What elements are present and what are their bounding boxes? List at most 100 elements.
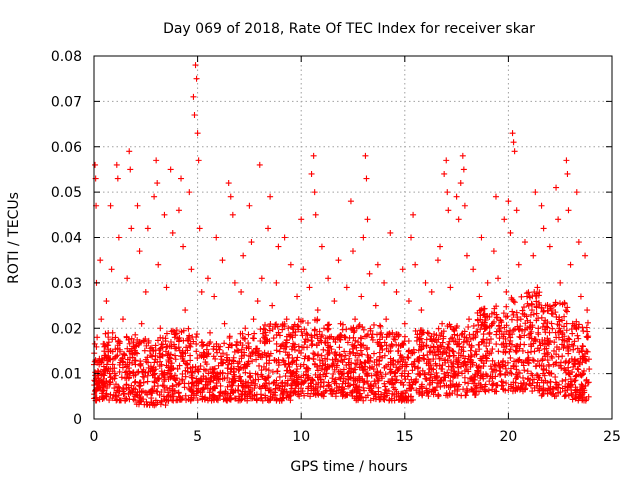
data-point bbox=[297, 363, 304, 370]
data-point bbox=[105, 366, 112, 373]
data-point bbox=[529, 356, 536, 363]
data-point bbox=[448, 367, 455, 374]
data-point bbox=[266, 387, 273, 394]
data-point bbox=[113, 161, 120, 168]
data-point bbox=[169, 327, 176, 334]
data-point bbox=[125, 365, 132, 372]
y-tick-label: 0.02 bbox=[51, 321, 82, 337]
data-point bbox=[360, 342, 367, 349]
data-point bbox=[408, 234, 415, 241]
data-point bbox=[336, 336, 343, 343]
data-point bbox=[352, 360, 359, 367]
data-point bbox=[155, 261, 162, 268]
data-point bbox=[562, 392, 569, 399]
data-point bbox=[495, 348, 502, 355]
data-point bbox=[135, 401, 142, 408]
data-point bbox=[515, 369, 522, 376]
data-point bbox=[261, 339, 268, 346]
data-point bbox=[112, 334, 119, 341]
data-point bbox=[144, 378, 151, 385]
data-point bbox=[111, 355, 118, 362]
data-point bbox=[229, 211, 236, 218]
data-point bbox=[275, 329, 282, 336]
data-point bbox=[578, 386, 585, 393]
data-point bbox=[360, 397, 367, 404]
data-point bbox=[454, 341, 461, 348]
data-point bbox=[548, 307, 555, 314]
data-point bbox=[503, 322, 510, 329]
data-point bbox=[200, 341, 207, 348]
data-point bbox=[244, 397, 251, 404]
data-point bbox=[437, 348, 444, 355]
data-point bbox=[466, 331, 473, 338]
data-point bbox=[374, 261, 381, 268]
data-point bbox=[502, 349, 509, 356]
data-point bbox=[301, 378, 308, 385]
data-point bbox=[542, 317, 549, 324]
data-point bbox=[481, 387, 488, 394]
data-point bbox=[480, 311, 487, 318]
data-point bbox=[109, 329, 116, 336]
data-point bbox=[565, 335, 572, 342]
data-point bbox=[503, 380, 510, 387]
data-point bbox=[159, 370, 166, 377]
data-point bbox=[569, 381, 576, 388]
data-point bbox=[552, 360, 559, 367]
data-point bbox=[142, 369, 149, 376]
data-point bbox=[352, 316, 359, 323]
data-point bbox=[528, 343, 535, 350]
data-point bbox=[164, 370, 171, 377]
data-point bbox=[445, 372, 452, 379]
data-point bbox=[362, 359, 369, 366]
data-point bbox=[563, 327, 570, 334]
data-point bbox=[521, 332, 528, 339]
data-point bbox=[399, 390, 406, 397]
data-point bbox=[273, 321, 280, 328]
data-point bbox=[134, 202, 141, 209]
data-point bbox=[569, 341, 576, 348]
data-point bbox=[350, 248, 356, 255]
data-point bbox=[534, 345, 541, 352]
data-point bbox=[294, 365, 301, 372]
data-point bbox=[572, 373, 579, 380]
data-point bbox=[199, 386, 206, 393]
data-point bbox=[197, 376, 204, 383]
axis-tick-labels: 0 5 10 15 20 25 0 0.01 0.02 0.03 0.04 0.05 0.06 0.07 0… bbox=[51, 49, 621, 445]
data-point bbox=[360, 379, 367, 386]
data-point bbox=[557, 389, 564, 396]
data-point bbox=[122, 397, 129, 404]
data-point bbox=[476, 293, 483, 300]
data-point bbox=[438, 365, 445, 372]
data-point bbox=[505, 198, 512, 205]
y-tick-label: 0.04 bbox=[51, 231, 82, 247]
data-point bbox=[314, 335, 321, 342]
data-point bbox=[529, 380, 536, 387]
data-point bbox=[350, 369, 357, 376]
data-point bbox=[435, 325, 442, 332]
data-point bbox=[367, 381, 374, 388]
data-point bbox=[381, 339, 388, 346]
data-point bbox=[99, 388, 106, 395]
data-point bbox=[163, 284, 170, 291]
data-point bbox=[262, 321, 269, 328]
data-point bbox=[476, 341, 483, 348]
data-point bbox=[325, 350, 332, 357]
data-point bbox=[497, 371, 504, 378]
data-point bbox=[300, 380, 307, 387]
data-point bbox=[432, 375, 439, 382]
data-point bbox=[257, 353, 264, 360]
x-tick-label: 25 bbox=[603, 429, 621, 445]
data-point bbox=[561, 366, 568, 373]
data-point bbox=[460, 352, 467, 359]
data-point bbox=[260, 334, 267, 341]
data-point bbox=[172, 356, 179, 363]
data-point bbox=[367, 397, 374, 404]
data-point bbox=[327, 343, 334, 350]
data-point bbox=[332, 356, 339, 363]
data-point bbox=[433, 374, 440, 381]
data-point bbox=[322, 361, 329, 368]
data-point bbox=[126, 386, 133, 393]
data-point bbox=[275, 243, 282, 250]
data-point bbox=[446, 353, 453, 360]
data-point bbox=[397, 358, 404, 365]
